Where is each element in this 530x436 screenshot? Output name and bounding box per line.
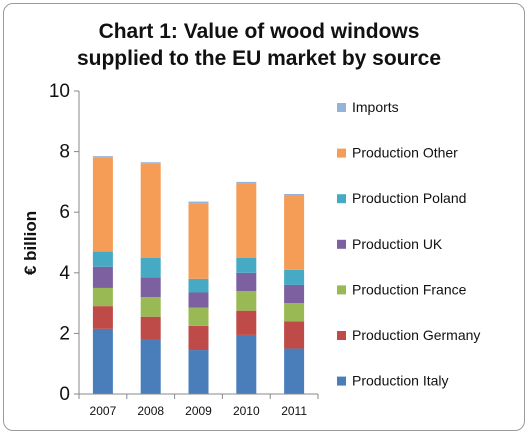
legend-label: Production Italy [352, 373, 449, 389]
y-tick-label: 8 [59, 142, 70, 163]
legend-item: Production Other [337, 145, 458, 161]
bar-segment [188, 203, 209, 279]
ticks-layer: 0 2 4 6 8 10 2007 2008 2009 2010 2011 [49, 81, 319, 418]
bar-segment [140, 163, 161, 258]
bar-segment [92, 287, 113, 307]
y-tick-label: 0 [59, 384, 70, 405]
y-tick-label: 4 [59, 263, 70, 284]
chart-title-line-2: supplied to the EU market by source [76, 47, 442, 70]
bar-segment [140, 277, 161, 298]
legend-label: Imports [352, 99, 399, 115]
y-axis-label: € billion [21, 211, 40, 275]
bar-segment [92, 266, 113, 288]
legend-item: Production Italy [337, 373, 449, 389]
legend-label: Production Other [352, 145, 458, 161]
legend-item: Production France [337, 281, 467, 297]
bar-segment [140, 339, 161, 394]
legend-swatch [337, 103, 346, 112]
bar-segment [236, 183, 257, 258]
bars-layer [92, 156, 305, 394]
bar-segment [92, 251, 113, 267]
legend: Imports Production Other Production Poland… [337, 99, 480, 389]
legend-label: Production UK [352, 236, 443, 252]
legend-item: Production Germany [337, 327, 480, 343]
x-tick-label: 2010 [233, 404, 260, 418]
x-tick-label: 2009 [185, 404, 212, 418]
bar-segment [140, 297, 161, 317]
bar-segment [188, 325, 209, 351]
bar-segment [284, 269, 305, 285]
bar-segment [236, 290, 257, 311]
legend-item: Production Poland [337, 190, 466, 206]
legend-swatch [337, 285, 346, 295]
bar-segment [284, 195, 305, 270]
bar-segment [284, 321, 305, 349]
x-tick-label: 2007 [90, 404, 117, 418]
legend-item: Production UK [337, 236, 443, 252]
bar-segment [284, 194, 305, 196]
legend-swatch [337, 148, 346, 158]
y-tick-label: 10 [49, 81, 70, 102]
bar-segment [236, 181, 257, 184]
bar-segment [188, 278, 209, 293]
bar-segment [92, 156, 113, 158]
bar-segment [236, 272, 257, 291]
legend-label: Production France [352, 281, 467, 297]
bar-segment [92, 157, 113, 252]
bar-segment [188, 307, 209, 326]
y-tick-label: 2 [59, 323, 70, 344]
chart-title-line-1: Chart 1: Value of wood windows [98, 20, 420, 43]
bar-segment [92, 306, 113, 329]
bar-segment [188, 350, 209, 394]
bar-segment [140, 316, 161, 340]
chart-frame: Chart 1: Value of wood windows supplied … [3, 3, 525, 431]
legend-swatch [337, 331, 346, 340]
bar-segment [236, 310, 257, 335]
bar-segment [284, 303, 305, 322]
bar-segment [236, 257, 257, 273]
legend-swatch [337, 194, 346, 204]
legend-label: Production Poland [352, 190, 466, 206]
bar-segment [188, 292, 209, 308]
bar-segment [140, 162, 161, 164]
bar-segment [140, 257, 161, 278]
legend-swatch [337, 239, 346, 249]
bar-segment [284, 284, 305, 304]
x-tick-label: 2008 [137, 404, 164, 418]
bar-segment [188, 201, 209, 204]
bar-segment [284, 348, 305, 394]
legend-swatch [337, 376, 346, 386]
x-tick-label: 2011 [281, 404, 307, 418]
legend-item: Imports [337, 99, 399, 115]
chart-title: Chart 1: Value of wood windows supplied … [64, 18, 454, 72]
bar-segment [236, 334, 257, 394]
y-tick-label: 6 [59, 202, 70, 223]
bar-segment [92, 328, 113, 394]
legend-label: Production Germany [352, 327, 480, 343]
